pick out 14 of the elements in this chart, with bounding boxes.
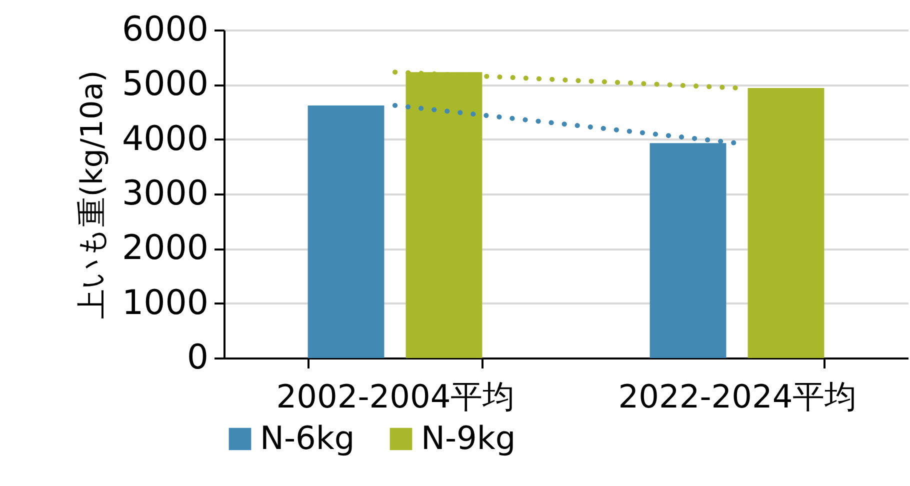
y-tick-label: 4000 bbox=[122, 118, 208, 159]
x-tick-label: 2002-2004平均 bbox=[276, 378, 515, 416]
bar bbox=[308, 105, 384, 358]
y-tick-label: 0 bbox=[186, 338, 208, 378]
legend-label: N-6kg bbox=[260, 419, 355, 457]
y-tick-label: 1000 bbox=[122, 282, 208, 323]
y-tick-label: 2000 bbox=[122, 228, 208, 268]
bar bbox=[748, 88, 824, 358]
legend-label: N-9kg bbox=[421, 419, 516, 457]
y-tick-label: 6000 bbox=[122, 10, 208, 50]
x-tick-label: 2022-2024平均 bbox=[618, 378, 857, 416]
y-tick-label: 3000 bbox=[122, 174, 208, 214]
y-tick-label: 5000 bbox=[122, 64, 208, 104]
y-axis-title: 上いも重(kg/10a) bbox=[74, 70, 110, 319]
